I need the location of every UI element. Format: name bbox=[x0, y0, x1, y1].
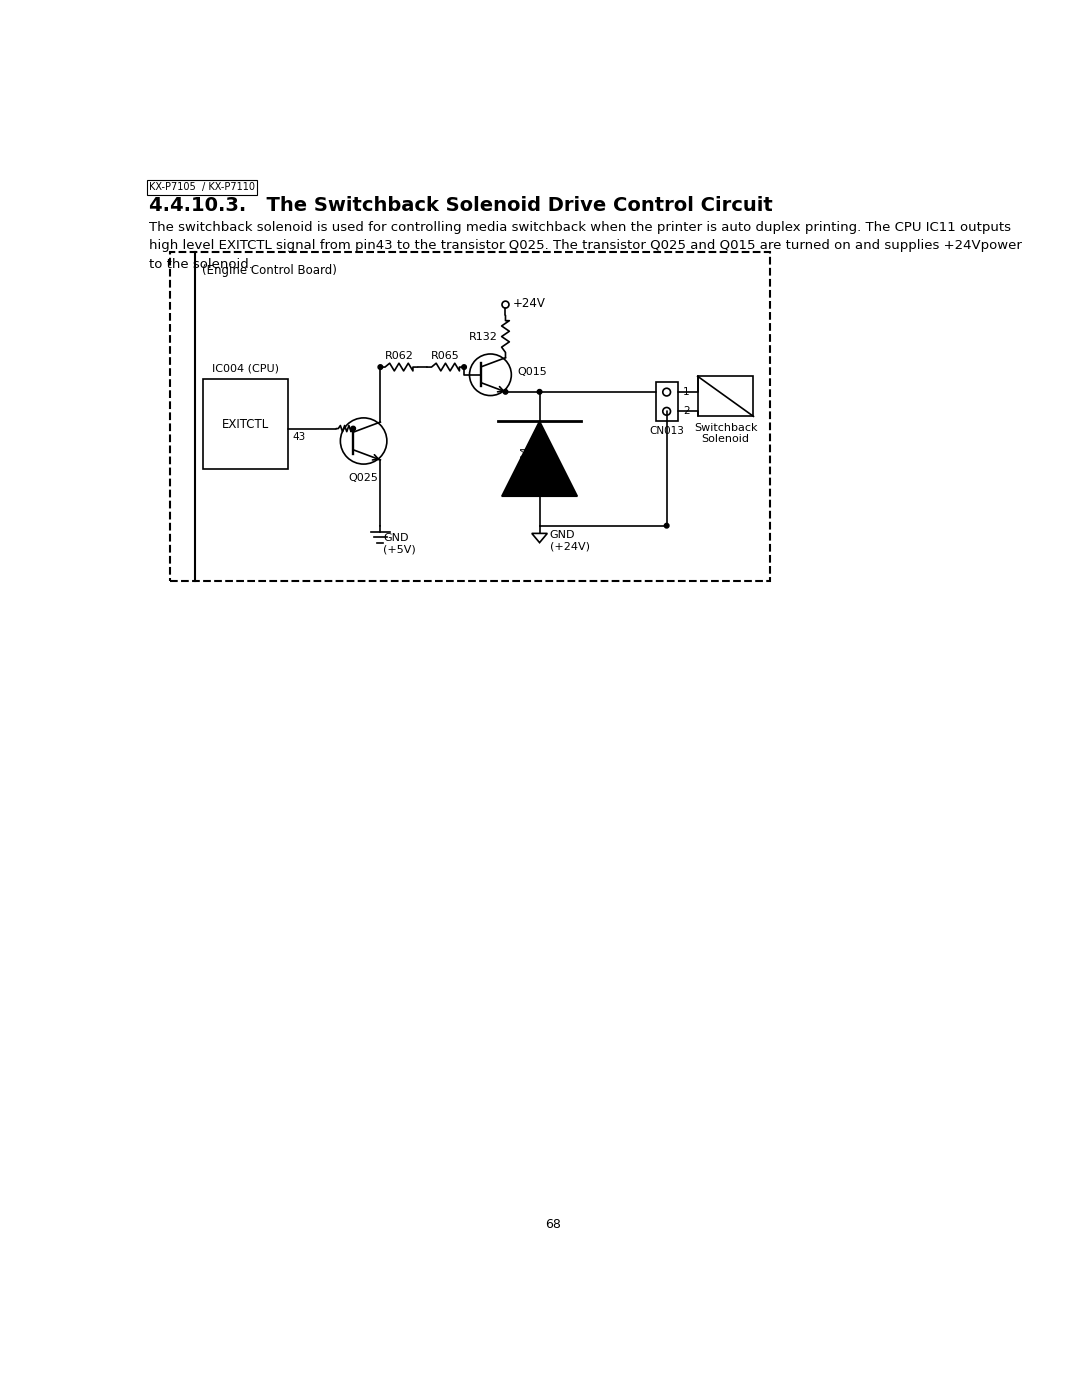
Text: Q025: Q025 bbox=[349, 474, 379, 483]
Text: The switchback solenoid is used for controlling media switchback when the printe: The switchback solenoid is used for cont… bbox=[149, 221, 1022, 271]
Text: (Engine Control Board): (Engine Control Board) bbox=[202, 264, 337, 277]
Text: D004: D004 bbox=[519, 444, 529, 474]
Circle shape bbox=[664, 524, 669, 528]
Text: R062: R062 bbox=[384, 351, 414, 360]
Text: GND
(+24V): GND (+24V) bbox=[550, 529, 590, 552]
Text: Q015: Q015 bbox=[517, 366, 548, 377]
Circle shape bbox=[378, 365, 382, 369]
Bar bbox=[656, 383, 677, 420]
Text: KX-P7105  / KX-P7110: KX-P7105 / KX-P7110 bbox=[149, 182, 255, 193]
Text: IC004 (CPU): IC004 (CPU) bbox=[213, 363, 280, 373]
Text: 43: 43 bbox=[293, 433, 306, 443]
Circle shape bbox=[537, 390, 542, 394]
Text: 2: 2 bbox=[683, 407, 689, 416]
Text: R132: R132 bbox=[469, 331, 498, 341]
Circle shape bbox=[503, 390, 508, 394]
Text: CN013: CN013 bbox=[649, 426, 684, 436]
Bar bbox=[203, 379, 288, 469]
Circle shape bbox=[351, 426, 355, 430]
Text: +24V: +24V bbox=[512, 296, 545, 310]
Text: Switchback
Solenoid: Switchback Solenoid bbox=[693, 422, 757, 444]
Bar bbox=[698, 376, 754, 416]
Text: (+5V): (+5V) bbox=[383, 545, 416, 555]
Text: 68: 68 bbox=[545, 1218, 562, 1231]
Text: R065: R065 bbox=[431, 351, 460, 360]
Polygon shape bbox=[502, 422, 578, 496]
Text: EXITCTL: EXITCTL bbox=[222, 418, 269, 430]
Text: 4.4.10.3.   The Switchback Solenoid Drive Control Circuit: 4.4.10.3. The Switchback Solenoid Drive … bbox=[149, 196, 772, 215]
Text: GND: GND bbox=[383, 532, 409, 542]
Text: 1: 1 bbox=[683, 387, 689, 397]
Circle shape bbox=[462, 365, 467, 369]
Bar bbox=[170, 251, 770, 581]
